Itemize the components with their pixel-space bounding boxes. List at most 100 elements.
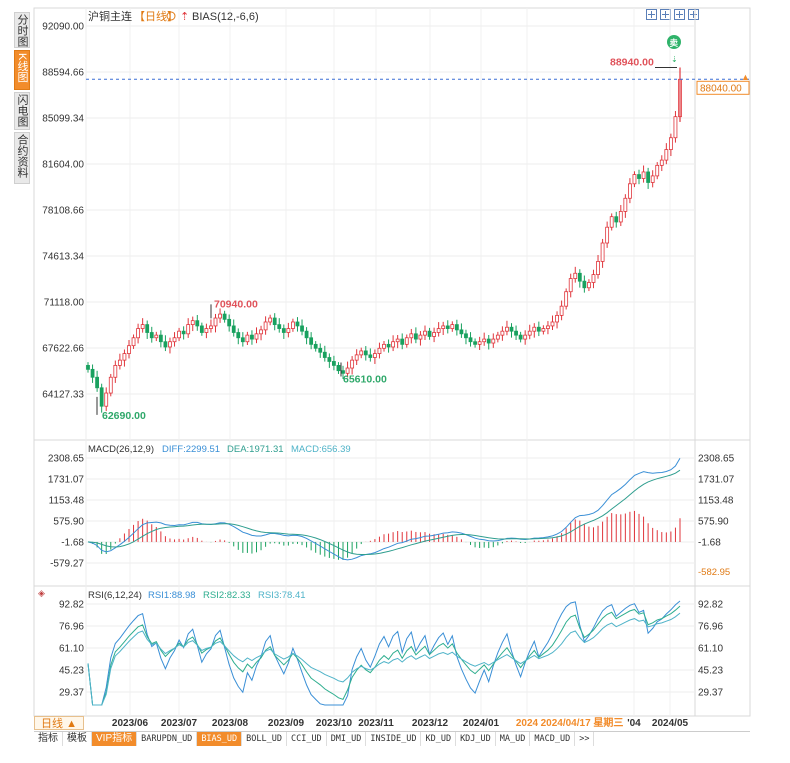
candle-body	[263, 321, 268, 331]
candle-body	[591, 274, 596, 283]
main-y-tick-label: 88594.66	[42, 68, 84, 79]
candle-body	[140, 324, 145, 329]
candle-body	[418, 334, 423, 340]
tab-boll[interactable]: BOLL_UD	[242, 732, 287, 746]
tab-barupdn[interactable]: BARUPDN_UD	[137, 732, 198, 746]
up-arrow-icon: ⇡	[180, 11, 189, 23]
tab-kdj[interactable]: KDJ_UD	[456, 732, 496, 746]
macd-grid	[86, 457, 695, 564]
tab-kline-chart[interactable]: K线图	[14, 50, 30, 90]
candle-body	[632, 174, 637, 185]
tab-bias[interactable]: BIAS_UD	[197, 732, 243, 746]
zoom-in-button[interactable]	[646, 9, 657, 20]
add-indicator-icon[interactable]	[166, 11, 176, 21]
candle-body	[623, 197, 628, 212]
candle-body	[441, 325, 446, 329]
candle-body	[222, 313, 227, 320]
macd-right-tick-label: 1731.07	[698, 474, 735, 485]
tab-contract-info[interactable]: 合约资料	[14, 132, 30, 184]
tab-macd[interactable]: MACD_UD	[530, 732, 576, 746]
candle-body	[600, 242, 605, 262]
main-y-tick-label: 78108.66	[42, 206, 84, 217]
candle-body	[468, 337, 473, 343]
macd-y-tick-label: -1.68	[61, 537, 84, 548]
x-tick-label: 2023/06	[112, 718, 149, 729]
main-y-tick-label: 67622.66	[42, 344, 84, 355]
candle-body	[404, 337, 409, 345]
candle-body	[127, 345, 131, 354]
tab-vip-indicator[interactable]: VIP指标	[92, 732, 138, 746]
candle-body	[163, 341, 168, 348]
triangle-up-icon: ▲	[741, 72, 750, 82]
candle-body	[655, 164, 660, 177]
indicator-tab-bar: 指标 模板 VIP指标 BARUPDN_UD BIAS_UD BOLL_UD C…	[34, 731, 750, 746]
rsi-right-tick-label: 76.96	[698, 621, 723, 632]
rsi-grid	[86, 603, 695, 693]
candle-body	[95, 376, 100, 389]
rsi-y-tick-label: 29.37	[59, 688, 84, 699]
candle-body	[291, 321, 295, 329]
tab-flash-chart[interactable]: 闪电图	[14, 92, 30, 130]
macd-title: MACD(26,12,9)	[88, 444, 154, 455]
candle-body	[628, 183, 632, 199]
candle-body	[464, 333, 468, 339]
candle-body	[272, 317, 277, 326]
rsi-panel	[33, 585, 751, 717]
tab-more[interactable]: >>	[575, 732, 595, 746]
bias-indicator-label[interactable]: BIAS(12,-6,6)	[192, 11, 259, 23]
candle-body	[527, 330, 532, 336]
candle-body	[650, 175, 655, 183]
candle-body	[295, 321, 300, 327]
sell-signal-badge[interactable]	[667, 35, 681, 49]
period-selector[interactable]: 日线 ▲	[34, 716, 84, 730]
candle-body	[186, 324, 191, 335]
candle-body	[354, 354, 359, 361]
candle-body	[172, 337, 177, 343]
candle-body	[454, 324, 459, 331]
candle-body	[550, 321, 555, 327]
symbol-title: 沪铜主连	[88, 9, 132, 23]
macd-histogram	[92, 510, 681, 560]
rsi-y-tick-label: 76.96	[59, 621, 84, 632]
candle-body	[587, 282, 591, 289]
macd-y-tick-label: 1731.07	[48, 474, 85, 485]
tab-template[interactable]: 模板	[63, 732, 92, 746]
candle-body	[304, 330, 309, 339]
candle-body	[664, 149, 669, 161]
candle-body	[131, 337, 136, 347]
candle-body	[158, 334, 163, 343]
tab-inside[interactable]: INSIDE_UD	[366, 732, 422, 746]
macd-y-tick-label: -579.27	[50, 559, 84, 570]
candle-body	[104, 392, 109, 407]
x-tick-label: 2023/09	[268, 718, 305, 729]
scroll-left-button[interactable]	[674, 9, 685, 20]
candle-body	[637, 174, 641, 179]
macd-diff-line	[87, 458, 681, 561]
scroll-right-button[interactable]	[688, 9, 699, 20]
candle-body	[546, 325, 550, 329]
settings-icon[interactable]: ◈	[38, 588, 45, 598]
candle-body	[236, 332, 241, 339]
macd-y-tick-label: 575.90	[53, 516, 84, 527]
tab-dmi[interactable]: DMI_UD	[327, 732, 367, 746]
x-tick-label: 2024/04/17 星期三	[541, 716, 624, 729]
candle-body	[432, 332, 436, 337]
candle-body	[532, 326, 537, 332]
candle-body	[477, 341, 482, 345]
candle-body	[541, 328, 546, 332]
period-label[interactable]: 【日线】	[134, 9, 178, 23]
macd-panel	[33, 439, 751, 587]
tab-cci[interactable]: CCI_UD	[287, 732, 327, 746]
candle-body	[195, 320, 200, 327]
candle-body	[181, 330, 186, 335]
candle-body	[313, 343, 318, 349]
tab-indicator[interactable]: 指标	[34, 732, 63, 746]
tab-kd[interactable]: KD_UD	[421, 732, 457, 746]
trough-2023-annotation: 65610.00	[343, 373, 387, 385]
tab-time-chart[interactable]: 分时图	[14, 12, 30, 48]
candle-body	[204, 328, 209, 333]
x-tick-label: '04	[627, 718, 641, 729]
candle-body	[136, 328, 140, 339]
tab-ma[interactable]: MA_UD	[496, 732, 531, 746]
